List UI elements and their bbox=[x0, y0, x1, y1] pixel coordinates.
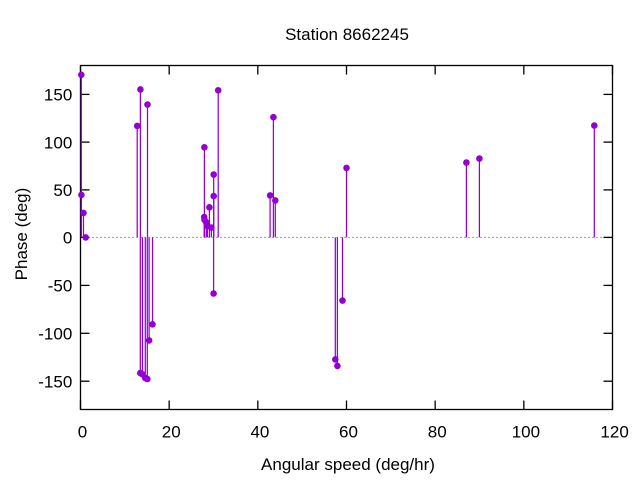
svg-text:40: 40 bbox=[250, 423, 269, 442]
svg-text:Phase (deg): Phase (deg) bbox=[12, 188, 31, 281]
svg-text:50: 50 bbox=[53, 181, 72, 200]
svg-text:100: 100 bbox=[44, 133, 72, 152]
svg-text:0: 0 bbox=[78, 423, 87, 442]
svg-text:0: 0 bbox=[63, 229, 72, 248]
svg-text:150: 150 bbox=[44, 86, 72, 105]
svg-text:20: 20 bbox=[162, 423, 181, 442]
svg-text:100: 100 bbox=[512, 423, 540, 442]
svg-text:-50: -50 bbox=[48, 277, 73, 296]
svg-text:Station 8662245: Station 8662245 bbox=[285, 25, 409, 44]
svg-text:60: 60 bbox=[339, 423, 358, 442]
svg-text:80: 80 bbox=[428, 423, 447, 442]
svg-text:120: 120 bbox=[600, 423, 628, 442]
svg-text:Angular speed (deg/hr): Angular speed (deg/hr) bbox=[261, 455, 435, 474]
svg-text:-150: -150 bbox=[38, 372, 72, 391]
svg-text:-100: -100 bbox=[38, 325, 72, 344]
